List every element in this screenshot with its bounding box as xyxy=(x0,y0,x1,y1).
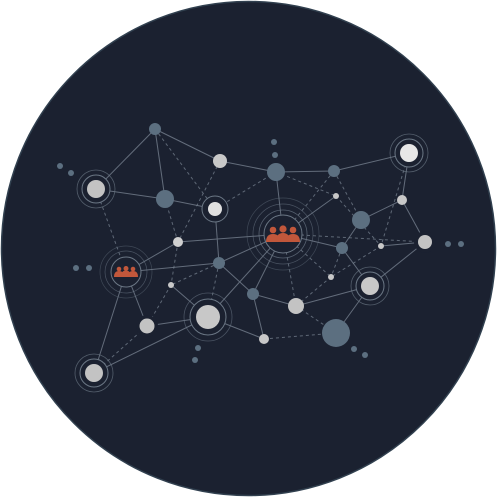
edge xyxy=(330,245,382,278)
edge xyxy=(154,128,221,162)
edge xyxy=(252,293,265,340)
edge xyxy=(93,316,209,374)
ringed-node xyxy=(201,195,229,223)
edge xyxy=(295,305,337,334)
dashed-edges xyxy=(93,128,426,374)
people-group-icon xyxy=(266,225,300,242)
node xyxy=(149,123,161,135)
node xyxy=(168,282,174,288)
ringed-node xyxy=(74,353,114,393)
dot xyxy=(68,170,74,176)
people-group-icon xyxy=(114,266,138,277)
left-hub xyxy=(99,245,153,299)
node xyxy=(288,298,304,314)
dot xyxy=(271,139,277,145)
node xyxy=(259,334,269,344)
node xyxy=(418,235,432,249)
edge xyxy=(170,262,220,286)
node xyxy=(213,154,227,168)
dot xyxy=(195,345,201,351)
dot xyxy=(192,357,198,363)
edge xyxy=(219,160,277,173)
node xyxy=(328,274,334,280)
decorative-dots xyxy=(57,139,464,363)
node xyxy=(247,288,259,300)
edge xyxy=(125,262,220,273)
node xyxy=(156,190,174,208)
node xyxy=(378,243,384,249)
edge xyxy=(154,128,166,200)
dot xyxy=(445,241,451,247)
node xyxy=(213,257,225,269)
edge xyxy=(93,271,127,374)
dot xyxy=(458,241,464,247)
node xyxy=(336,242,348,254)
edge xyxy=(218,262,254,295)
node xyxy=(173,237,183,247)
node xyxy=(397,195,407,205)
edge xyxy=(170,241,179,286)
ringed-node xyxy=(350,266,390,306)
node xyxy=(139,318,155,334)
dot xyxy=(362,352,368,358)
edge xyxy=(282,233,332,278)
node xyxy=(328,165,340,177)
edge xyxy=(146,284,172,327)
ringed-node xyxy=(76,169,116,209)
node xyxy=(333,193,339,199)
edge xyxy=(335,195,382,247)
node xyxy=(267,163,285,181)
dot xyxy=(351,346,357,352)
dot xyxy=(272,152,278,158)
edge xyxy=(275,170,335,173)
edge xyxy=(330,247,343,278)
edge xyxy=(275,171,337,197)
nodes xyxy=(136,123,436,347)
dot xyxy=(86,265,92,271)
dot xyxy=(57,163,63,169)
central-hub xyxy=(246,197,320,271)
dot xyxy=(73,265,79,271)
node xyxy=(322,319,350,347)
node xyxy=(352,211,370,229)
edge xyxy=(154,128,216,210)
ringed-node xyxy=(389,133,429,173)
edge xyxy=(380,152,410,247)
ringed-node xyxy=(183,292,233,342)
